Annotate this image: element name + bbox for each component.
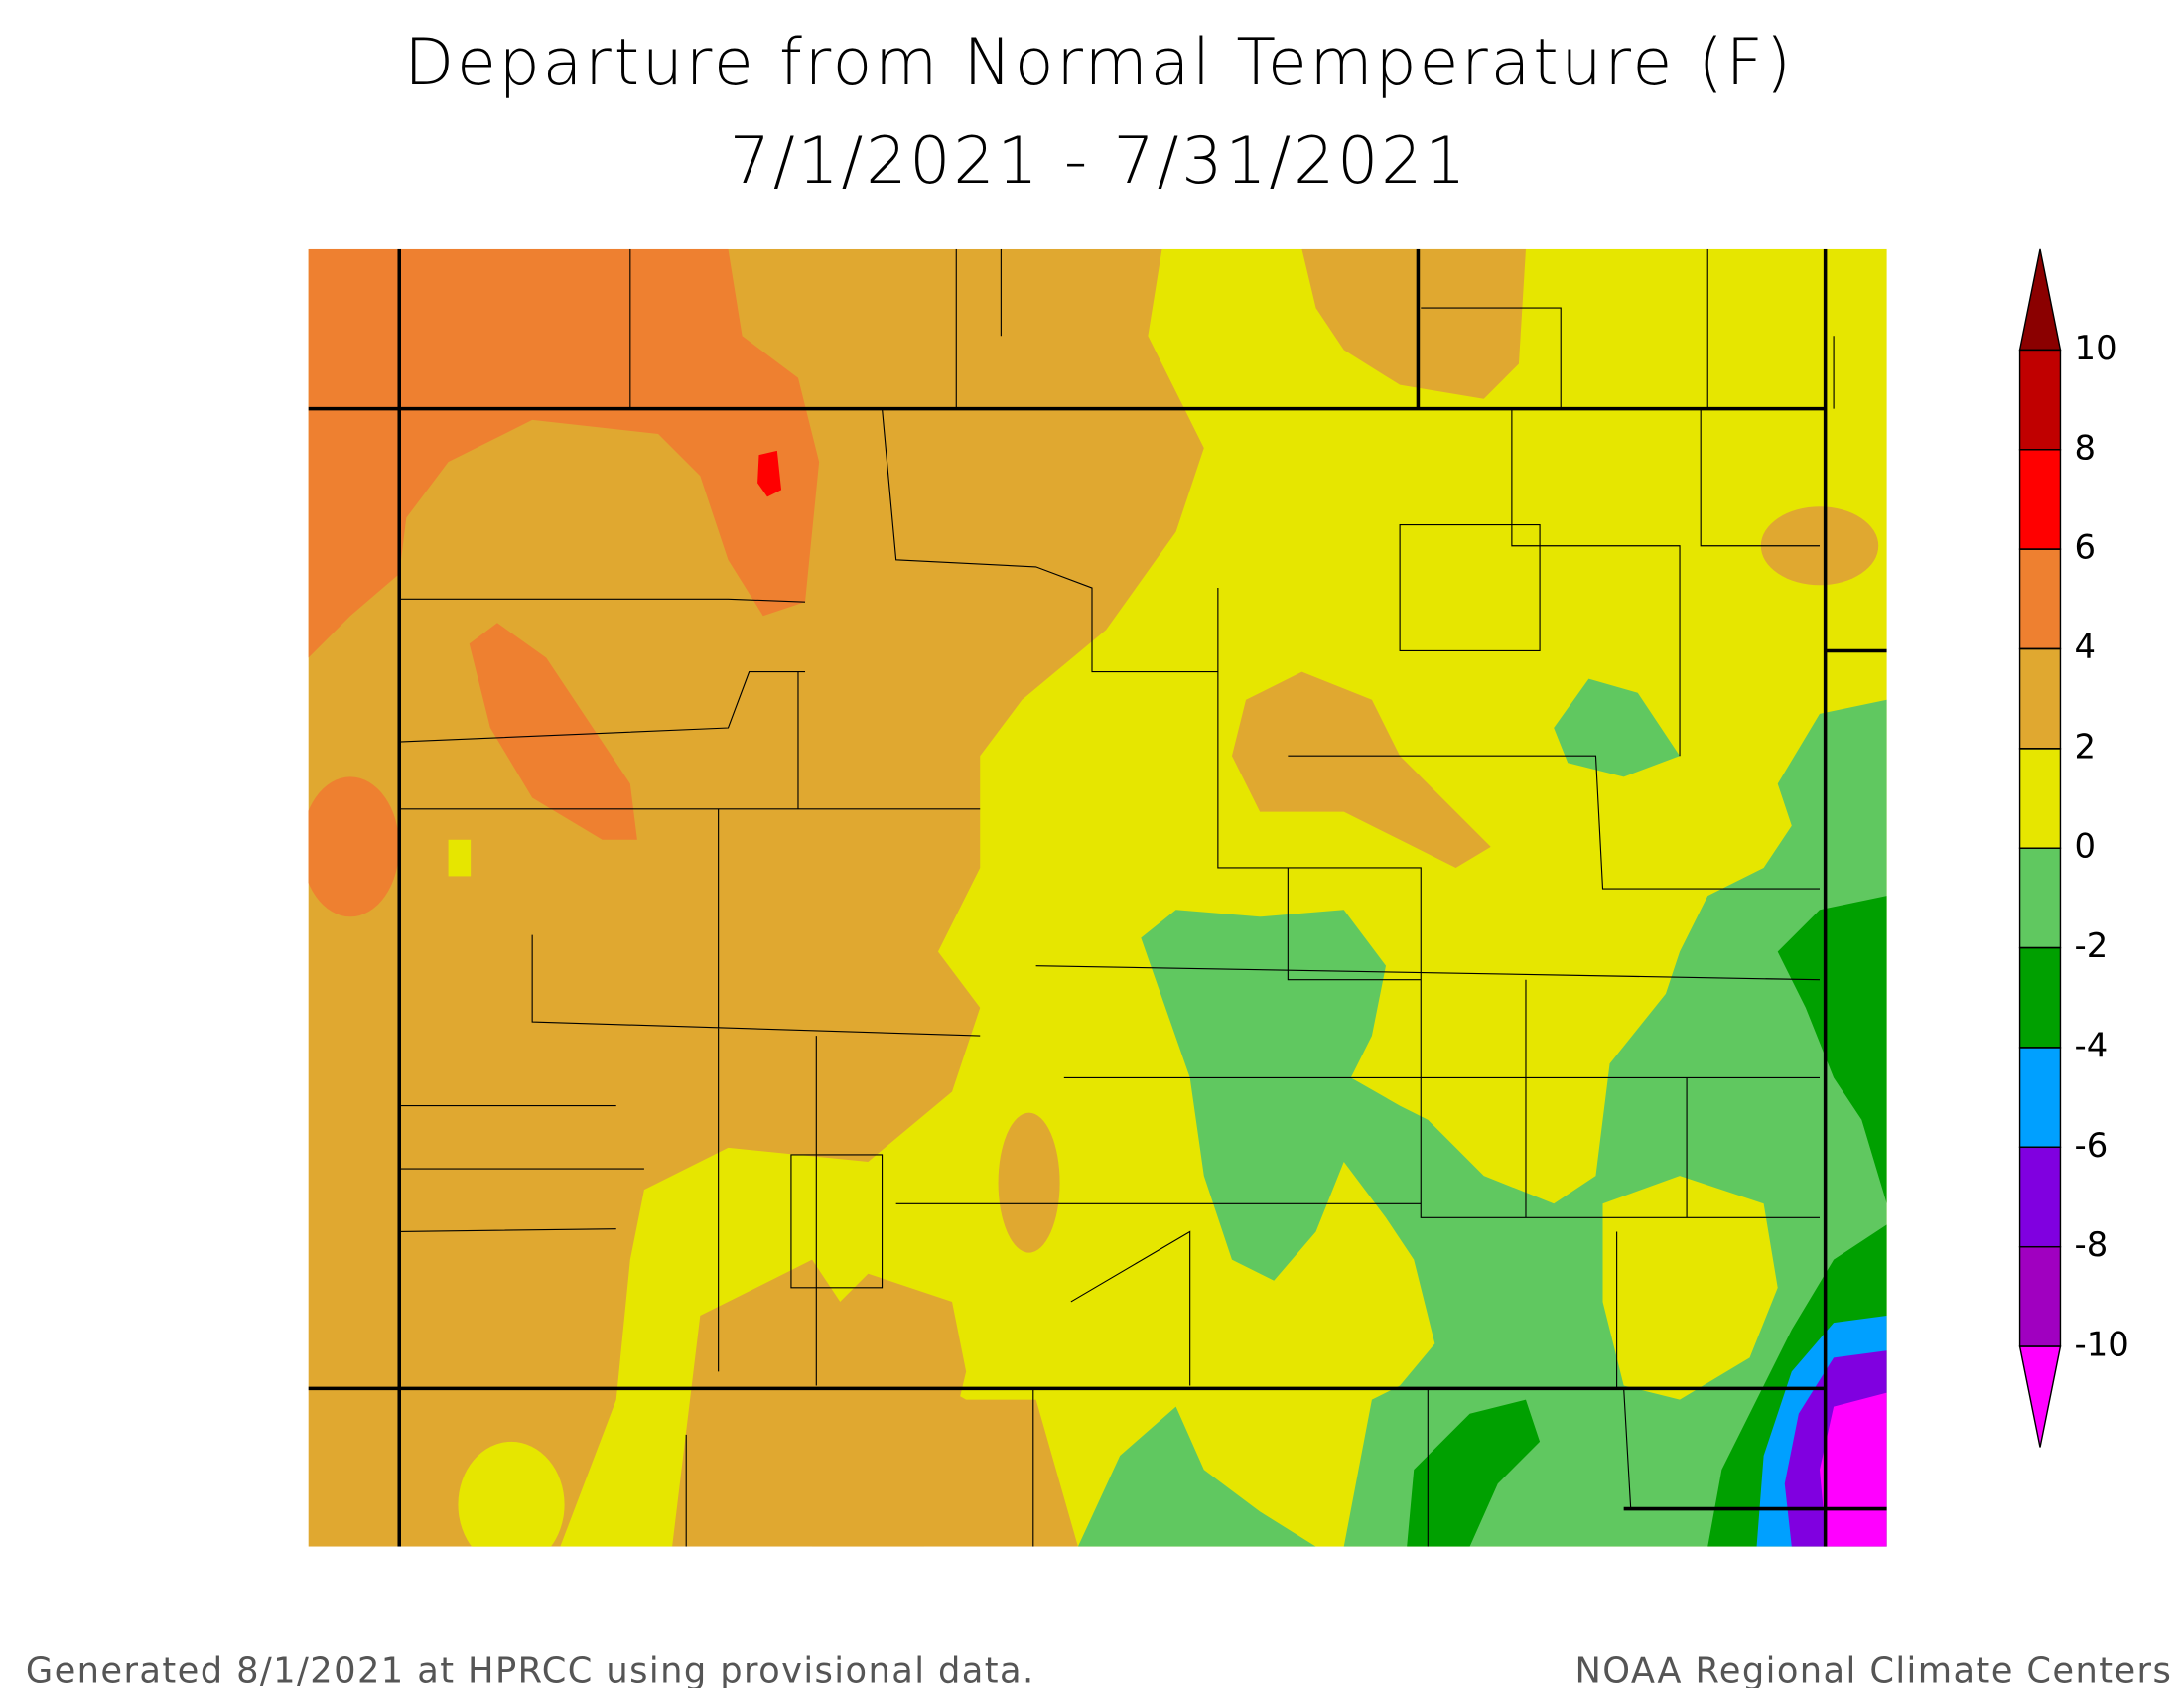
legend-swatch <box>2018 748 2062 849</box>
region-0-2 <box>448 839 472 877</box>
legend-arrow-top <box>2018 248 2062 352</box>
legend-tick-label: -6 <box>2075 1126 2109 1165</box>
region-6-8 <box>757 450 782 497</box>
title-line1: Departure from Normal Temperature (F) <box>404 26 1794 100</box>
region-4-6 <box>308 248 820 658</box>
legend-swatch <box>2018 946 2062 1049</box>
region-neg2-neg4 <box>1407 1399 1541 1547</box>
region-0-neg2 <box>1077 1406 1316 1547</box>
legend-swatch <box>2018 449 2062 550</box>
footer-left: Generated 8/1/2021 at HPRCC using provis… <box>26 1650 1035 1688</box>
legend-swatch <box>2018 349 2062 451</box>
region-0-neg2 <box>1554 678 1681 777</box>
region-2-4 <box>812 1273 967 1547</box>
legend-tick-label: 0 <box>2075 827 2097 866</box>
legend-tick-label: -10 <box>2075 1326 2129 1364</box>
region-2-4 <box>1231 671 1491 868</box>
legend-swatch <box>2018 1047 2062 1149</box>
footer-right: NOAA Regional Climate Centers <box>1575 1650 2173 1688</box>
region-neg2-neg4 <box>1777 896 1887 1204</box>
legend-tick-label: -8 <box>2075 1225 2109 1264</box>
title-line2: 7/1/2021 - 7/31/2021 <box>730 124 1469 199</box>
legend-swatch <box>2018 647 2062 750</box>
legend-swatch <box>2018 1146 2062 1248</box>
legend-swatch <box>2018 847 2062 949</box>
legend-tick-label: -2 <box>2075 926 2109 965</box>
region-2-4 <box>1301 248 1526 399</box>
legend-tick-label: 4 <box>2075 628 2097 666</box>
legend-swatch <box>2018 1245 2062 1347</box>
legend-tick-label: 2 <box>2075 727 2097 766</box>
region-2-4 <box>998 1112 1060 1253</box>
legend-swatch <box>2018 548 2062 650</box>
region-4-6 <box>308 776 400 917</box>
contour-map <box>308 248 1887 1547</box>
legend-tick-label: 6 <box>2075 528 2097 567</box>
state-borders <box>308 248 1887 1547</box>
legend-tick-label: 10 <box>2075 329 2117 367</box>
region-0-2 <box>458 1441 565 1547</box>
region-4-6 <box>469 623 637 840</box>
legend: 10 8 6 4 2 0 -2 -4 -6 -8 -10 <box>2018 248 2129 1448</box>
region-0-2 <box>1602 1176 1778 1400</box>
county-lines <box>399 248 1835 1547</box>
legend-tick-label: 8 <box>2075 428 2097 467</box>
legend-tick-label: -4 <box>2075 1026 2109 1064</box>
legend-arrow-bottom <box>2018 1345 2062 1448</box>
